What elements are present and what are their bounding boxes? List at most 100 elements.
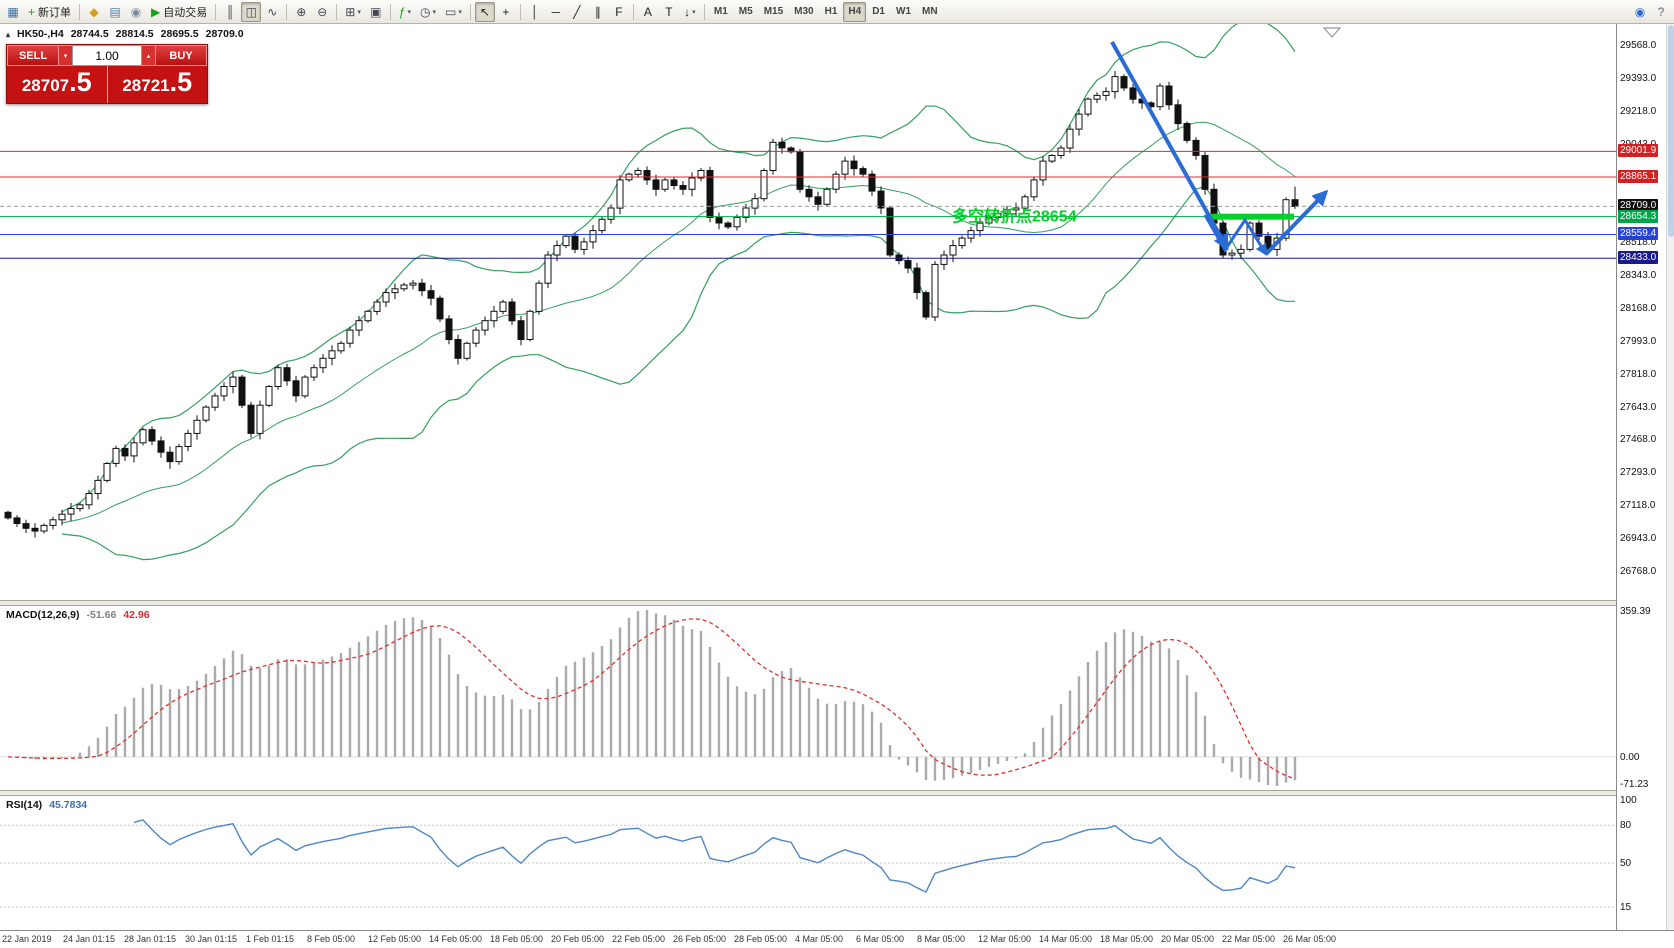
arrange-windows-icon[interactable]: ▣ xyxy=(366,2,386,22)
new-order-button-glyph: + xyxy=(28,4,36,19)
dropdown-caret-icon: ▾ xyxy=(407,8,412,16)
bar-chart-icon[interactable]: ║ xyxy=(220,2,240,22)
terminal-icon[interactable]: ▦ xyxy=(3,2,23,22)
scrollbar-thumb[interactable] xyxy=(1668,25,1674,237)
tf-mn-button[interactable]: MN xyxy=(922,6,938,17)
text-label-icon[interactable]: T xyxy=(659,2,679,22)
market-watch-icon[interactable]: ▤ xyxy=(105,2,125,22)
time-label: 14 Mar 05:00 xyxy=(1039,934,1093,944)
dropdown-caret-icon: ▾ xyxy=(432,8,437,16)
tf-h4-button[interactable]: H4 xyxy=(843,1,867,22)
toolbar-separator xyxy=(519,3,521,20)
templates-icon[interactable]: ▭ ▾ xyxy=(441,2,466,22)
indicators-icon[interactable]: ƒ ▾ xyxy=(395,2,415,22)
time-label: 1 Feb 01:15 xyxy=(246,934,295,944)
zoom-in-icon[interactable]: ⊕ xyxy=(291,2,311,22)
cursor-icon-glyph: ↖ xyxy=(479,4,490,19)
low-value: 28695.5 xyxy=(160,28,199,40)
price-grid-label: 28343.0 xyxy=(1620,270,1657,281)
high-value: 28814.5 xyxy=(115,28,154,40)
toolbar-separator xyxy=(215,3,217,20)
macd-signal-value: 42.96 xyxy=(123,609,150,621)
sell-button[interactable]: SELL xyxy=(7,45,59,66)
zoom-out-icon[interactable]: ⊖ xyxy=(312,2,332,22)
price-axis[interactable]: 29568.029393.029218.029043.028518.028343… xyxy=(1616,24,1666,930)
sell-price-main: 28707 xyxy=(21,76,70,95)
rsi-axis-label: 15 xyxy=(1620,902,1632,913)
crosshair-icon[interactable]: + xyxy=(496,2,516,22)
community-icon[interactable]: ◉ xyxy=(1630,2,1650,22)
tf-m30-button[interactable]: M30 xyxy=(794,6,814,17)
auto-trading-button[interactable]: ▶ 自动交易 xyxy=(147,2,211,22)
rsi-axis-label: 80 xyxy=(1620,820,1632,831)
new-order-button-label: 新订单 xyxy=(38,6,72,19)
candlestick-chart-icon-glyph: ◫ xyxy=(245,4,257,19)
profiles-icon[interactable]: ◆ xyxy=(84,2,104,22)
vertical-line-icon[interactable]: │ xyxy=(525,2,545,22)
time-label: 8 Mar 05:00 xyxy=(917,934,966,944)
channel-icon[interactable]: ∥ xyxy=(588,2,608,22)
new-order-button[interactable]: + 新订单 xyxy=(24,2,75,22)
tf-m1-button[interactable]: M1 xyxy=(713,6,728,17)
price-grid-label: 27118.0 xyxy=(1620,500,1656,511)
buy-price[interactable]: 28721.5 xyxy=(108,66,208,103)
trendline-icon[interactable]: ╱ xyxy=(567,2,587,22)
chart-shift-marker xyxy=(1322,27,1342,38)
tf-h1-button[interactable]: H1 xyxy=(824,6,838,17)
buy-price-main: 28721 xyxy=(122,76,170,95)
auto-trading-button-label: 自动交易 xyxy=(163,6,208,19)
panel-splitter-2[interactable] xyxy=(0,790,1674,796)
rsi-label: RSI(14) 45.7834 xyxy=(6,799,87,811)
rsi-value: 45.7834 xyxy=(49,799,88,811)
arrows-icon-glyph: ↓ xyxy=(684,4,691,19)
indicators-icon-glyph: ƒ xyxy=(398,4,406,19)
toolbar-separator xyxy=(286,3,288,20)
main-chart[interactable]: 多空转折点28654 xyxy=(0,24,1616,600)
vertical-scrollbar[interactable] xyxy=(1666,24,1674,930)
buy-button[interactable]: BUY xyxy=(155,45,207,66)
tf-w1-button[interactable]: W1 xyxy=(896,6,911,17)
text-icon[interactable]: A xyxy=(638,2,658,22)
arrows-icon[interactable]: ↓ ▾ xyxy=(680,2,700,22)
price-badge: 29001.9 xyxy=(1618,144,1659,157)
time-label: 22 Jan 2019 xyxy=(2,934,52,944)
tile-windows-icon[interactable]: ⊞ ▾ xyxy=(341,2,365,22)
rsi-panel[interactable] xyxy=(0,796,1616,930)
panel-collapse-icon[interactable]: ▴ xyxy=(6,29,11,39)
time-label: 22 Mar 05:00 xyxy=(1222,934,1276,944)
line-chart-icon[interactable]: ∿ xyxy=(262,2,282,22)
dropdown-caret-icon: ▾ xyxy=(458,8,462,16)
macd-label: MACD(12,26,9) -51.66 42.96 xyxy=(6,609,150,621)
tf-m15-button[interactable]: M15 xyxy=(763,6,784,17)
time-label: 8 Feb 05:00 xyxy=(307,934,356,944)
zoom-out-icon-glyph: ⊖ xyxy=(317,4,328,19)
macd-panel[interactable] xyxy=(0,606,1616,790)
help-icon[interactable]: ? xyxy=(1651,2,1671,22)
trade-prices-row: 28707.5 28721.5 xyxy=(7,66,207,103)
tile-windows-icon-glyph: ⊞ xyxy=(345,4,356,19)
toolbar: ▦ + 新订单 ◆ ▤ ◉ ▶ 自动交易 ║ ◫ ∿ ⊕ ⊖ ⊞ ▾ ▣ ƒ ▾ ◷ ▾ ▭ ▾ ↖ + │ ─ ╱ ∥ F A T ↓ ▾ M1… xyxy=(0,0,1674,24)
cursor-icon[interactable]: ↖ xyxy=(474,1,495,22)
tf-d1-button[interactable]: D1 xyxy=(872,6,885,17)
price-badge: 28433.0 xyxy=(1618,251,1659,264)
fibonacci-icon[interactable]: F xyxy=(609,2,629,22)
volume-decrease-button[interactable]: ▾ xyxy=(59,45,72,66)
price-grid-label: 28518.0 xyxy=(1620,237,1657,248)
auto-trading-button-glyph: ▶ xyxy=(151,4,161,19)
zoom-in-icon-glyph: ⊕ xyxy=(296,4,307,19)
time-label: 18 Feb 05:00 xyxy=(490,934,544,944)
strategy-tester-icon[interactable]: ◉ xyxy=(126,2,146,22)
periods-icon[interactable]: ◷ ▾ xyxy=(416,2,440,22)
price-badge: 28654.3 xyxy=(1618,210,1659,223)
tf-m5-button[interactable]: M5 xyxy=(738,6,753,17)
volume-input[interactable] xyxy=(72,45,142,66)
horizontal-line-icon[interactable]: ─ xyxy=(546,2,566,22)
time-axis[interactable]: 22 Jan 2019 24 Jan 01:15 28 Jan 01:15 30 Ja… xyxy=(0,930,1674,948)
panel-splitter-1[interactable] xyxy=(0,600,1674,606)
price-badge: 28559.4 xyxy=(1618,227,1659,240)
volume-increase-button[interactable]: ▴ xyxy=(142,45,155,66)
sell-price[interactable]: 28707.5 xyxy=(7,66,108,103)
macd-axis-label: -71.23 xyxy=(1620,779,1649,790)
candlestick-chart-icon[interactable]: ◫ xyxy=(241,1,262,22)
toolbar-separator xyxy=(389,3,391,20)
